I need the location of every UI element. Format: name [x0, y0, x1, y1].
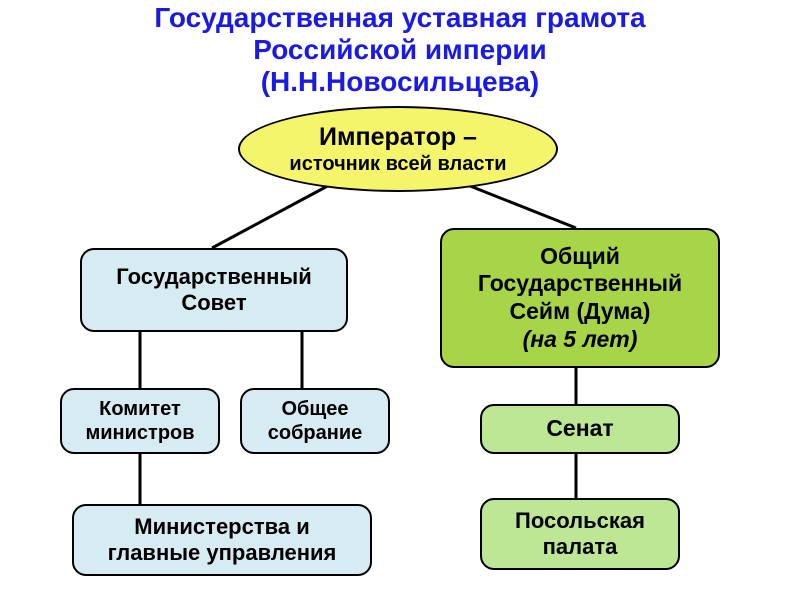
node-state-council: Государственный Совет [80, 248, 348, 332]
node-general-assembly: Общее собрание [240, 388, 390, 454]
assembly-line2: собрание [268, 421, 363, 445]
sejm-line1: Общий [478, 243, 682, 271]
sejm-line4: (на 5 лет) [478, 326, 682, 354]
ministries-line2: главные управления [108, 540, 337, 566]
node-ministries: Министерства и главные управления [72, 504, 372, 576]
title-line2: Российской империи [0, 34, 800, 66]
embassy-line1: Посольская [515, 508, 645, 534]
node-committee-ministers: Комитет министров [60, 388, 220, 454]
title-line3: (Н.Н.Новосильцева) [0, 66, 800, 98]
sejm-line2: Государственный [478, 270, 682, 298]
node-embassy-chamber: Посольская палата [480, 498, 680, 570]
council-line2: Совет [116, 290, 311, 316]
emperor-line2: источник всей власти [289, 152, 506, 176]
assembly-line1: Общее [268, 397, 363, 421]
ministries-line1: Министерства и [108, 514, 337, 540]
emperor-line1: Император – [289, 122, 506, 152]
node-sejm-duma: Общий Государственный Сейм (Дума) (на 5 … [440, 228, 720, 368]
committee-line2: министров [85, 421, 194, 445]
sejm-line3: Сейм (Дума) [478, 298, 682, 326]
senate-line1: Сенат [546, 415, 613, 443]
title-line1: Государственная уставная грамота [0, 2, 800, 34]
node-senate: Сенат [480, 404, 680, 454]
committee-line1: Комитет [85, 397, 194, 421]
council-line1: Государственный [116, 264, 311, 290]
embassy-line2: палата [515, 534, 645, 560]
diagram-title: Государственная уставная грамота Российс… [0, 0, 800, 99]
node-emperor: Император – источник всей власти [238, 106, 558, 192]
